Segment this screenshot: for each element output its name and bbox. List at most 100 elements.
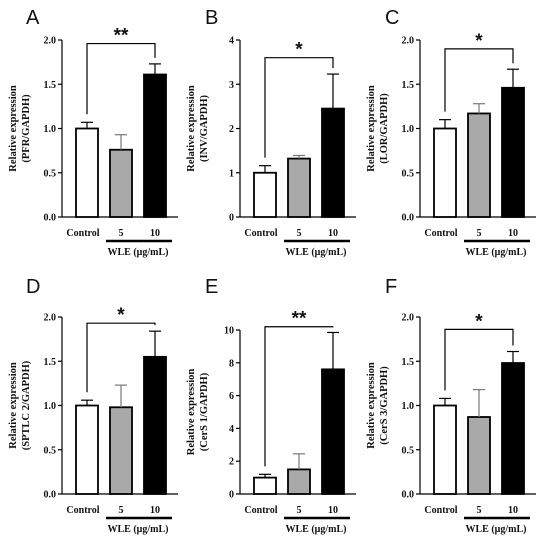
- y-axis-label: (CerS 1/GAPDH): [199, 372, 210, 451]
- panel-letter: C: [385, 7, 399, 29]
- x-tick-label: 5: [297, 228, 302, 239]
- y-tick-label: 0.0: [44, 213, 57, 224]
- significance-marker: *: [475, 311, 483, 332]
- panel-letter: A: [26, 7, 40, 29]
- y-tick-label: 1.0: [44, 401, 57, 412]
- y-tick-label: 0.5: [402, 445, 415, 456]
- y-axis-label: Relative expression: [366, 85, 377, 172]
- panel-letter: D: [26, 276, 40, 298]
- bar: [75, 404, 99, 495]
- group-label: WLE (μg/mL): [108, 524, 169, 535]
- bar: [143, 355, 167, 495]
- y-tick-label: 2.0: [44, 36, 57, 47]
- x-tick-label: Control: [66, 228, 99, 239]
- bar: [433, 404, 457, 495]
- significance-bracket: [264, 326, 334, 467]
- y-tick-label: 10: [224, 326, 234, 337]
- y-axis-label: (LOR/GAPDH): [379, 93, 390, 164]
- y-tick-label: 1.5: [402, 80, 415, 91]
- y-tick-label: 0.5: [44, 445, 57, 456]
- x-tick-label: 10: [328, 228, 338, 239]
- bar: [467, 112, 491, 218]
- y-axis-label: Relative expression: [8, 85, 19, 172]
- bar: [501, 86, 525, 218]
- y-tick-label: 0.5: [44, 168, 57, 179]
- significance-marker: **: [114, 26, 129, 47]
- significance-bracket: [86, 42, 156, 115]
- x-tick-label: 5: [297, 505, 302, 516]
- y-tick-label: 0: [229, 490, 234, 501]
- y-tick-label: 0.0: [402, 490, 415, 501]
- x-tick-label: Control: [66, 505, 99, 516]
- y-tick-label: 1.5: [44, 80, 57, 91]
- y-tick-label: 0.0: [402, 213, 415, 224]
- x-tick-label: 5: [119, 228, 124, 239]
- x-tick-label: 10: [150, 228, 160, 239]
- significance-bracket: [86, 322, 156, 393]
- y-axis-label: (SPTLC 2/GAPDH): [21, 360, 32, 450]
- panel-letter: B: [205, 7, 218, 29]
- y-axis-label: (PFR/GAPDH): [21, 94, 32, 163]
- y-tick-label: 0.5: [402, 168, 415, 179]
- y-tick-label: 4: [229, 36, 234, 47]
- bar: [109, 148, 133, 218]
- y-tick-label: 8: [229, 358, 234, 369]
- y-axis-label: (INV/GAPDH): [199, 94, 210, 162]
- significance-bracket: [264, 57, 334, 158]
- bar: [501, 362, 525, 495]
- bar: [321, 107, 345, 218]
- y-tick-label: 1.0: [402, 124, 415, 135]
- y-tick-label: 0: [229, 213, 234, 224]
- group-label: WLE (μg/mL): [466, 247, 527, 258]
- group-label: WLE (μg/mL): [108, 247, 169, 258]
- x-tick-label: Control: [244, 228, 277, 239]
- y-axis-label: Relative expression: [186, 85, 197, 172]
- bar: [253, 171, 277, 218]
- significance-bracket: [444, 328, 514, 391]
- y-axis-label: Relative expression: [366, 362, 377, 449]
- bar: [321, 368, 345, 495]
- bar: [253, 476, 277, 495]
- x-tick-label: 5: [477, 505, 482, 516]
- significance-marker: *: [475, 31, 483, 52]
- bar: [287, 468, 311, 495]
- x-tick-label: Control: [424, 228, 457, 239]
- bar: [467, 416, 491, 495]
- y-axis-label: Relative expression: [186, 369, 197, 456]
- y-tick-label: 6: [229, 391, 234, 402]
- x-tick-label: 5: [477, 228, 482, 239]
- significance-marker: *: [295, 40, 303, 61]
- bar: [433, 127, 457, 218]
- y-tick-label: 1.5: [44, 357, 57, 368]
- y-tick-label: 1.0: [402, 401, 415, 412]
- x-tick-label: 10: [328, 505, 338, 516]
- bar: [75, 127, 99, 218]
- x-tick-label: 10: [150, 505, 160, 516]
- x-tick-label: 5: [119, 505, 124, 516]
- y-tick-label: 2.0: [402, 36, 415, 47]
- x-tick-label: 10: [508, 505, 518, 516]
- y-tick-label: 2: [229, 457, 234, 468]
- y-tick-label: 1: [229, 168, 234, 179]
- y-tick-label: 2.0: [402, 313, 415, 324]
- bar: [287, 157, 311, 218]
- panel-letter: F: [385, 276, 397, 298]
- y-axis-label: (CerS 3/GAPDH): [379, 366, 390, 445]
- x-tick-label: 10: [508, 228, 518, 239]
- y-tick-label: 4: [229, 424, 234, 435]
- significance-bracket: [444, 48, 514, 112]
- panel-letter: E: [205, 276, 218, 298]
- y-tick-label: 0.0: [44, 490, 57, 501]
- significance-marker: *: [117, 305, 125, 326]
- bar: [109, 406, 133, 495]
- group-label: WLE (μg/mL): [286, 247, 347, 258]
- group-label: WLE (μg/mL): [286, 524, 347, 535]
- group-label: WLE (μg/mL): [466, 524, 527, 535]
- y-tick-label: 2: [229, 124, 234, 135]
- y-tick-label: 1.5: [402, 357, 415, 368]
- x-tick-label: Control: [424, 505, 457, 516]
- y-axis-label: Relative expression: [8, 362, 19, 449]
- y-tick-label: 2.0: [44, 313, 57, 324]
